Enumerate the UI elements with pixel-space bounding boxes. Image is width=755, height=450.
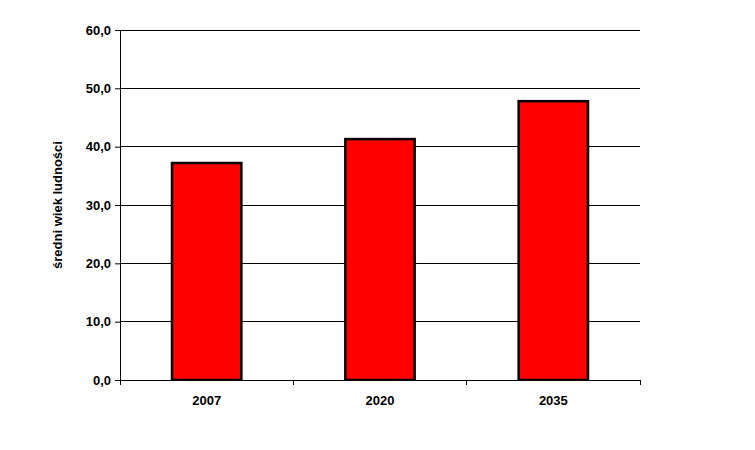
y-tick-label: 60,0 bbox=[86, 23, 111, 38]
y-axis-line bbox=[120, 31, 121, 381]
x-tick: 2020 bbox=[366, 393, 395, 408]
x-axis-line bbox=[121, 380, 641, 381]
x-tick: 2007 bbox=[192, 393, 221, 408]
y-tick-mark bbox=[115, 380, 120, 381]
y-tick: 60,0 bbox=[86, 23, 120, 38]
x-separator bbox=[120, 380, 121, 385]
y-tick-mark bbox=[115, 322, 120, 323]
bar bbox=[345, 139, 414, 380]
plot: 0,0 10,0 20,0 30,0 40,0 50,0 60,0 2007 2020 2035 bbox=[86, 23, 641, 409]
bars bbox=[172, 101, 588, 380]
grid-line bbox=[120, 88, 640, 89]
x-separator bbox=[640, 380, 641, 385]
y-tick: 0,0 bbox=[93, 373, 120, 388]
y-tick-mark bbox=[115, 147, 120, 148]
bar bbox=[172, 163, 241, 380]
y-tick: 50,0 bbox=[86, 81, 120, 96]
x-separator bbox=[466, 380, 467, 385]
y-tick-label: 30,0 bbox=[86, 198, 111, 213]
x-axis: 2007 2020 2035 bbox=[120, 380, 641, 408]
x-tick-label: 2007 bbox=[192, 393, 221, 408]
y-tick-label: 10,0 bbox=[86, 314, 111, 329]
chart: 0,0 10,0 20,0 30,0 40,0 50,0 60,0 2007 2020 2035 ś… bbox=[0, 0, 755, 450]
y-tick: 20,0 bbox=[86, 256, 120, 271]
grid-line bbox=[120, 30, 640, 31]
bar bbox=[519, 101, 588, 380]
y-axis-title: średni wiek ludności bbox=[50, 141, 65, 269]
x-separator bbox=[293, 380, 294, 385]
y-tick: 30,0 bbox=[86, 198, 120, 213]
y-tick-label: 0,0 bbox=[93, 373, 111, 388]
x-tick-label: 2035 bbox=[539, 393, 568, 408]
y-tick-label: 20,0 bbox=[86, 256, 111, 271]
y-tick-mark bbox=[115, 88, 120, 89]
x-separators bbox=[120, 380, 640, 385]
y-tick-mark bbox=[115, 205, 120, 206]
y-tick: 10,0 bbox=[86, 314, 120, 329]
grid bbox=[120, 30, 640, 380]
y-tick: 40,0 bbox=[86, 139, 120, 154]
y-tick-mark bbox=[115, 263, 120, 264]
y-axis: 0,0 10,0 20,0 30,0 40,0 50,0 60,0 bbox=[86, 23, 121, 388]
x-tick-label: 2020 bbox=[366, 393, 395, 408]
y-tick-label: 40,0 bbox=[86, 139, 111, 154]
y-tick-mark bbox=[115, 30, 120, 31]
x-tick: 2035 bbox=[539, 393, 568, 408]
y-tick-label: 50,0 bbox=[86, 81, 111, 96]
